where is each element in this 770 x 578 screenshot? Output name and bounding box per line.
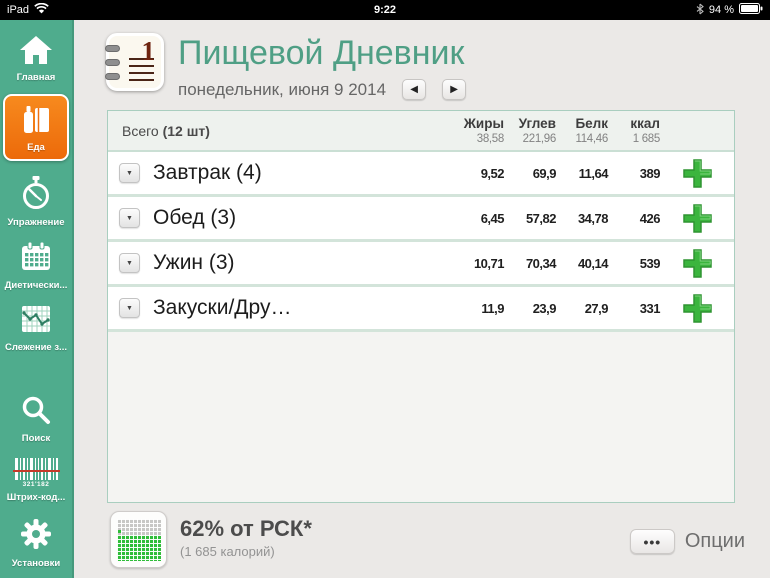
meal-name: Ужин (3) <box>153 251 235 274</box>
gear-icon <box>19 517 53 554</box>
total-protein-value: 114,46 <box>575 133 608 145</box>
table-header-row: Всего (12 шт) Жиры 38,58 Углев 221,96 Бе… <box>108 111 734 152</box>
battery-percent-label: 94 % <box>708 4 734 16</box>
table-empty-area <box>108 332 734 502</box>
meal-row-breakfast[interactable]: ▼ Завтрак (4) 9,52 69,9 11,64 389 <box>108 152 734 197</box>
add-food-button[interactable] <box>682 293 713 324</box>
food-icon <box>18 103 54 138</box>
fat-value: 10,71 <box>473 255 505 271</box>
total-carbs-value: 221,96 <box>522 133 557 145</box>
column-carbs: Углев 221,96 <box>504 116 557 145</box>
diary-icon-number: 1 <box>141 36 156 66</box>
rsk-summary: 62% от РСК* (1 685 калорий) <box>180 516 312 559</box>
disclosure-button[interactable]: ▼ <box>119 163 140 183</box>
barcode-digits: 321'182 <box>22 481 50 488</box>
page-title: Пищевой Дневник <box>178 34 465 72</box>
sidebar-item-home[interactable]: Главная <box>1 35 71 83</box>
disclosure-button[interactable]: ▼ <box>119 253 140 273</box>
sidebar-item-exercise[interactable]: Упражнение <box>1 176 71 228</box>
sidebar-item-label: Слежение з... <box>5 342 67 353</box>
column-fat: Жиры 38,58 <box>452 116 505 145</box>
protein-value: 34,78 <box>577 210 609 226</box>
meal-name: Закуски/Дру… <box>153 296 292 319</box>
meal-name: Обед (3) <box>153 206 237 229</box>
sidebar: Главная Еда Упражнение Диетически... Сле… <box>0 20 74 578</box>
sidebar-item-label: Главная <box>16 72 56 83</box>
sidebar-item-food[interactable]: Еда <box>3 94 69 161</box>
kcal-value: 426 <box>639 210 661 226</box>
tracking-chart-icon <box>20 303 52 338</box>
barcode-icon: 321'182 <box>12 458 60 488</box>
rsk-progress-button[interactable] <box>110 511 167 568</box>
status-bar: 9:22 iPad 94 % <box>0 0 770 20</box>
carbs-value: 23,9 <box>532 300 557 316</box>
sidebar-item-barcode[interactable]: 321'182 Штрих-код... <box>1 458 71 503</box>
kcal-value: 389 <box>639 165 661 181</box>
kcal-value: 539 <box>639 255 661 271</box>
carbs-value: 70,34 <box>525 255 557 271</box>
total-summary-label: Всего (12 шт) <box>122 122 210 139</box>
search-icon <box>20 394 52 429</box>
sidebar-item-settings[interactable]: Установки <box>1 517 71 569</box>
ellipsis-icon[interactable]: ••• <box>629 529 675 554</box>
meal-row-lunch[interactable]: ▼ Обед (3) 6,45 57,82 34,78 426 <box>108 197 734 242</box>
column-protein: Белк 114,46 <box>556 116 608 145</box>
total-kcal-value: 1 685 <box>632 133 661 145</box>
wifi-icon <box>34 2 49 17</box>
add-food-button[interactable] <box>682 248 713 279</box>
fat-value: 9,52 <box>480 165 505 181</box>
sidebar-item-label: Диетически... <box>4 280 68 291</box>
carbs-value: 57,82 <box>525 210 557 226</box>
sidebar-item-label: Поиск <box>21 433 51 444</box>
prev-day-button[interactable]: ◀ <box>402 79 427 100</box>
calorie-grid-icon <box>116 518 161 561</box>
current-date-label: понедельник, июня 9 2014 <box>178 79 387 99</box>
clock: 9:22 <box>373 4 397 16</box>
calendar-icon <box>20 241 52 276</box>
disclosure-button[interactable]: ▼ <box>119 298 140 318</box>
sidebar-item-label: Еда <box>27 142 45 153</box>
fat-value: 6,45 <box>480 210 505 226</box>
diary-table: Всего (12 шт) Жиры 38,58 Углев 221,96 Бе… <box>107 110 735 503</box>
meal-row-dinner[interactable]: ▼ Ужин (3) 10,71 70,34 40,14 539 <box>108 242 734 287</box>
carbs-value: 69,9 <box>532 165 557 181</box>
bluetooth-icon <box>696 3 704 18</box>
rsk-percent-label: 62% от РСК* <box>180 516 312 541</box>
kcal-value: 331 <box>639 300 661 316</box>
carrier-label: iPad <box>7 4 30 16</box>
protein-value: 27,9 <box>584 300 609 316</box>
sidebar-item-search[interactable]: Поиск <box>1 394 71 444</box>
disclosure-button[interactable]: ▼ <box>119 208 140 228</box>
next-day-button[interactable]: ▶ <box>442 79 467 100</box>
column-kcal: ккал 1 685 <box>608 116 660 145</box>
page-header: 1 Пищевой Дневник понедельник, июня 9 20… <box>105 33 467 100</box>
meal-name: Завтрак (4) <box>153 161 262 184</box>
meal-row-snacks[interactable]: ▼ Закуски/Дру… 11,9 23,9 27,9 331 <box>108 287 734 332</box>
sidebar-item-label: Упражнение <box>7 217 65 228</box>
options-label: Опции <box>684 530 745 552</box>
sidebar-item-diet-calendar[interactable]: Диетически... <box>1 241 71 291</box>
sidebar-item-tracking[interactable]: Слежение з... <box>1 303 71 353</box>
rsk-calories-label: (1 685 калорий) <box>180 544 275 559</box>
diary-app-icon: 1 <box>105 33 164 91</box>
add-food-button[interactable] <box>682 203 713 234</box>
stopwatch-icon <box>20 176 52 213</box>
fat-value: 11,9 <box>481 300 504 316</box>
options-button[interactable]: ••• Опции <box>629 529 745 554</box>
sidebar-item-label: Установки <box>11 558 61 569</box>
footer-bar: 62% от РСК* (1 685 калорий) ••• Опции <box>76 503 770 578</box>
add-food-button[interactable] <box>682 158 713 189</box>
protein-value: 40,14 <box>577 255 609 271</box>
sidebar-item-label: Штрих-код... <box>6 492 66 503</box>
battery-icon <box>739 3 763 17</box>
home-icon <box>19 35 53 68</box>
protein-value: 11,64 <box>578 165 609 181</box>
total-fat-value: 38,58 <box>476 133 505 145</box>
